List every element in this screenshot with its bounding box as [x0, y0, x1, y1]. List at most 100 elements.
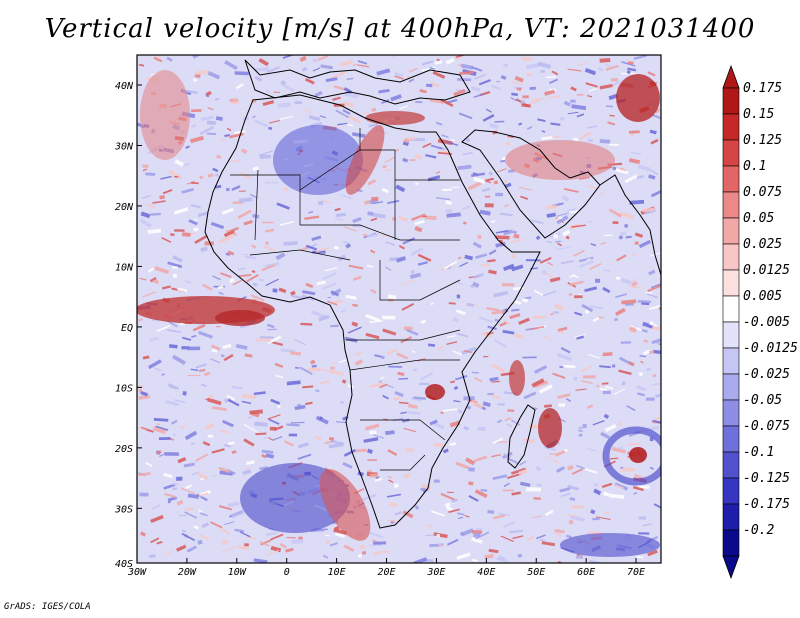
field-speck: [540, 69, 546, 73]
field-speck: [619, 231, 627, 237]
field-speck: [265, 181, 279, 184]
field-speck: [174, 399, 186, 404]
arabia-coastline: [461, 129, 601, 239]
field-speck: [265, 453, 275, 459]
field-speck: [504, 182, 512, 189]
field-speck: [429, 98, 445, 104]
field-speck: [311, 235, 322, 241]
field-speck: [526, 125, 533, 131]
field-speck: [495, 235, 510, 240]
field-speck: [181, 346, 190, 350]
field-speck: [506, 472, 522, 480]
field-speck: [346, 77, 354, 81]
field-speck: [505, 141, 511, 147]
field-speck: [546, 204, 557, 210]
field-speck: [495, 192, 504, 197]
field-speck: [421, 60, 434, 66]
field-speck: [658, 306, 661, 311]
field-speck: [463, 350, 473, 354]
field-speck: [598, 316, 604, 319]
field-speck: [634, 473, 644, 480]
field-speck: [398, 401, 409, 405]
field-speck: [178, 424, 186, 430]
field-speck: [467, 181, 482, 191]
field-speck: [192, 55, 207, 59]
field-speck: [533, 289, 544, 297]
field-speck: [402, 279, 415, 286]
field-speck: [412, 368, 418, 371]
field-speck: [263, 436, 269, 439]
field-speck: [340, 401, 344, 404]
colorbar-label: -0.2: [743, 523, 774, 538]
field-speck: [241, 148, 248, 154]
field-speck: [634, 241, 639, 245]
field-speck: [266, 549, 279, 557]
field-speck: [518, 122, 523, 126]
field-speck: [244, 255, 257, 260]
field-speck: [433, 443, 443, 447]
field-speck: [327, 296, 332, 299]
field-speck: [482, 177, 494, 183]
field-speck: [164, 399, 180, 407]
field-speck: [646, 397, 655, 401]
field-speck: [410, 138, 425, 141]
field-speck: [567, 111, 579, 115]
field-speck: [512, 535, 524, 540]
field-speck: [612, 221, 619, 225]
field-speck: [599, 139, 611, 144]
field-speck: [396, 352, 409, 360]
field-speck: [258, 278, 265, 282]
field-speck: [559, 116, 565, 121]
field-speck: [351, 132, 366, 138]
field-speck: [574, 311, 583, 316]
field-speck: [241, 400, 252, 405]
field-speck: [457, 512, 465, 516]
field-speck: [280, 220, 295, 226]
field-speck: [226, 187, 230, 192]
field-speck: [302, 385, 314, 389]
field-speck: [585, 82, 598, 88]
field-speck: [154, 266, 170, 275]
field-speck: [294, 101, 302, 105]
field-speck: [182, 391, 187, 396]
field-speck: [249, 193, 258, 199]
field-speck: [146, 203, 156, 209]
field-speck: [304, 215, 320, 220]
field-speck: [574, 295, 583, 299]
field-speck: [534, 465, 542, 472]
field-speck: [190, 204, 201, 209]
field-speck: [420, 319, 426, 324]
field-speck: [215, 116, 223, 121]
field-speck: [342, 101, 354, 108]
field-speck: [414, 226, 423, 233]
field-speck: [185, 145, 190, 149]
field-speck: [138, 384, 145, 388]
field-speck: [650, 189, 661, 198]
colorbar-swatch: [722, 295, 740, 323]
field-speck: [565, 235, 570, 240]
field-speck: [541, 541, 556, 547]
field-speck: [427, 343, 436, 347]
colorbar-swatch: [722, 191, 740, 219]
field-speck: [378, 88, 390, 94]
field-speck: [497, 512, 511, 516]
field-speck: [555, 246, 571, 250]
field-speck: [408, 78, 415, 83]
field-speck: [446, 341, 458, 345]
field-speck: [253, 391, 266, 396]
field-speck: [430, 302, 434, 306]
field-speck: [234, 130, 246, 135]
field-speck: [636, 175, 645, 180]
field-speck: [140, 391, 148, 397]
field-speck: [571, 104, 587, 111]
field-speck: [164, 452, 179, 456]
field-speck: [184, 507, 194, 511]
field-speck: [184, 511, 198, 519]
field-speck: [426, 524, 433, 527]
field-speck: [651, 338, 661, 345]
field-speck: [168, 385, 177, 390]
field-speck: [343, 448, 357, 457]
field-speck: [228, 226, 240, 233]
field-speck: [496, 557, 508, 563]
field-speck: [207, 107, 214, 111]
